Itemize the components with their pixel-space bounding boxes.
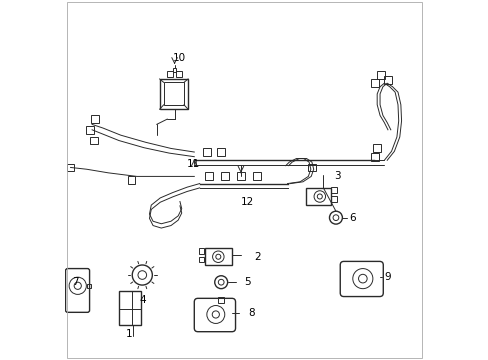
Bar (371, 153, 379, 161)
Bar (90, 136, 98, 144)
Text: 7: 7 (72, 277, 78, 287)
Bar (175, 71, 182, 77)
Bar (67, 164, 74, 171)
Text: 12: 12 (241, 197, 254, 207)
Bar (128, 176, 135, 184)
Bar (198, 257, 204, 262)
Bar (330, 187, 336, 193)
Bar (204, 172, 212, 180)
Bar (383, 76, 391, 84)
Text: 10: 10 (172, 53, 185, 63)
Bar (204, 248, 231, 265)
Bar (87, 284, 91, 288)
Text: 1: 1 (125, 329, 132, 339)
Bar (172, 68, 176, 72)
Bar (217, 148, 224, 156)
Bar (90, 115, 99, 123)
Bar (305, 188, 330, 205)
Bar (330, 196, 336, 202)
Text: 8: 8 (247, 308, 254, 318)
Bar (308, 164, 315, 171)
Bar (163, 82, 183, 105)
Text: 6: 6 (349, 213, 355, 223)
Bar (119, 291, 140, 325)
Bar (218, 297, 224, 303)
Bar (85, 126, 93, 134)
Text: 4: 4 (139, 295, 145, 305)
Bar (221, 172, 228, 180)
Bar (159, 79, 188, 109)
Bar (198, 248, 204, 254)
Text: 3: 3 (333, 171, 340, 181)
Text: 5: 5 (244, 277, 251, 287)
Bar (372, 144, 380, 152)
Text: 2: 2 (254, 252, 261, 262)
Bar (203, 148, 210, 156)
Text: 11: 11 (187, 159, 200, 169)
Text: 9: 9 (384, 272, 390, 282)
Bar (253, 172, 261, 180)
Bar (167, 71, 173, 77)
Bar (237, 172, 244, 180)
Bar (371, 79, 379, 87)
Bar (376, 71, 384, 79)
